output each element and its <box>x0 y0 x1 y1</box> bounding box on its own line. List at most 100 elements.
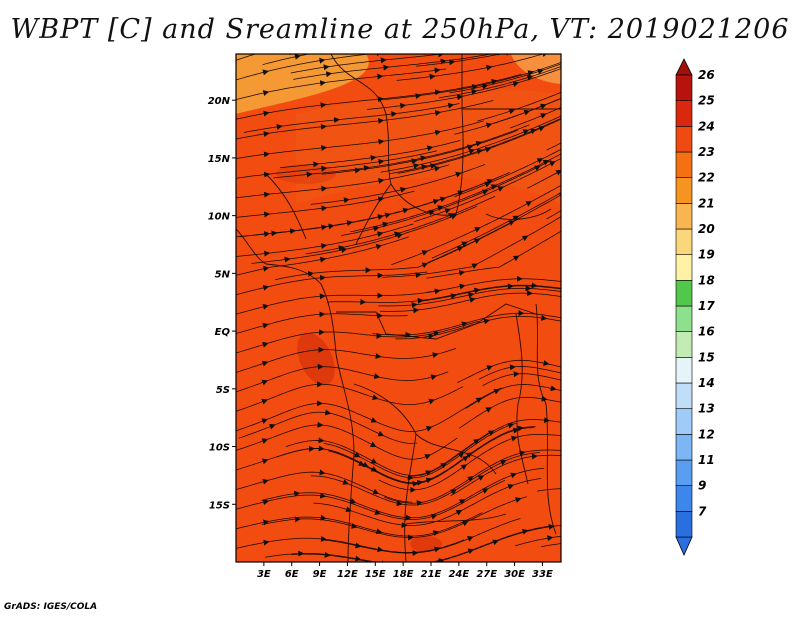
streamline-arrow <box>497 186 505 192</box>
lat-tick-label: 10N <box>208 212 231 223</box>
streamline-arrow <box>438 558 445 562</box>
streamline-arrow <box>262 69 269 76</box>
streamline-arrow <box>263 539 270 546</box>
streamline-arrow <box>475 140 483 147</box>
streamline-arrow <box>522 129 530 135</box>
streamline-arrow <box>514 497 522 503</box>
streamline-arrow <box>354 555 362 562</box>
streamline <box>457 359 561 383</box>
colorbar-band <box>675 228 693 255</box>
streamline-arrow <box>458 269 466 276</box>
streamline-arrow <box>370 458 378 464</box>
streamline <box>326 284 561 303</box>
streamline <box>289 54 294 55</box>
streamline-arrow <box>455 510 463 516</box>
streamline <box>236 512 483 537</box>
streamline-arrow <box>459 283 466 290</box>
streamline-arrow <box>490 184 498 190</box>
streamline-arrow <box>437 205 444 211</box>
streamline-arrow <box>497 54 504 56</box>
streamline-arrow <box>549 161 556 167</box>
streamline-arrow <box>475 397 483 404</box>
streamline-arrow <box>371 394 379 400</box>
streamline-arrow <box>399 186 407 193</box>
streamline-arrow <box>471 88 478 95</box>
lat-tick-label: EQ <box>215 327 231 338</box>
streamline-arrow <box>426 145 434 152</box>
streamline-arrow <box>342 479 349 485</box>
streamline-arrow <box>529 128 537 135</box>
streamline-arrow <box>261 54 269 55</box>
streamline-arrow <box>471 84 479 90</box>
colorbar-label: 21 <box>698 196 715 210</box>
lon-tick-label: 24E <box>448 569 469 580</box>
streamline-arrow <box>378 177 385 184</box>
streamline-arrow <box>510 472 517 479</box>
streamline-arrow <box>512 81 520 87</box>
streamline-arrow <box>362 461 369 468</box>
streamline <box>396 54 545 81</box>
colorbar-band <box>675 459 693 486</box>
colorbar-band <box>675 203 693 230</box>
streamline-arrow <box>450 293 457 300</box>
streamline-arrow <box>263 110 270 117</box>
streamline-arrow <box>484 181 492 188</box>
streamline-arrow <box>473 287 481 294</box>
colorbar-band <box>675 331 693 358</box>
colorbar-band <box>675 511 693 538</box>
streamline-arrow <box>434 165 441 172</box>
streamline-arrow <box>507 422 515 429</box>
lon-tick-label: 12E <box>337 569 358 580</box>
streamline-arrow <box>320 243 328 249</box>
lon-tick-label: 33E <box>532 569 553 580</box>
streamline <box>426 230 561 279</box>
streamline-arrow <box>510 435 518 442</box>
streamline-arrow <box>525 201 533 207</box>
streamline <box>236 424 458 460</box>
streamline <box>265 525 550 562</box>
streamline-arrow <box>261 379 269 386</box>
lon-tick-label: 18E <box>393 569 414 580</box>
streamline <box>427 194 561 264</box>
streamline <box>261 496 527 538</box>
streamline-arrow <box>512 215 520 222</box>
streamline-arrow <box>261 438 269 444</box>
streamline-arrow <box>543 360 550 366</box>
streamline-arrow <box>460 464 468 471</box>
streamline <box>293 54 493 80</box>
streamline-arrow <box>373 225 380 232</box>
lat-tick-label: 20N <box>208 96 231 107</box>
lon-tick-label: 27E <box>476 569 497 580</box>
border-line <box>404 433 417 562</box>
latitude-axis: 20N 15N 10N 5N EQ 5S 10S 15S <box>208 96 236 511</box>
colorbar-band <box>675 382 693 409</box>
streamline-arrow <box>481 488 489 494</box>
colorbar-band <box>675 254 693 281</box>
lon-tick-label: 6E <box>285 569 299 580</box>
streamline <box>454 148 561 198</box>
streamline-arrow <box>526 74 534 81</box>
streamline-arrow <box>432 530 440 537</box>
streamline-arrow <box>508 108 516 115</box>
colorbar-label: 19 <box>698 248 715 262</box>
streamline-arrow <box>444 208 451 214</box>
streamline-arrow <box>370 417 378 423</box>
streamline-arrow <box>462 520 469 527</box>
streamline-arrow <box>469 296 476 303</box>
colorbar-high-arrow <box>675 58 693 76</box>
streamline-arrow <box>375 243 383 250</box>
streamline <box>426 278 561 293</box>
streamline-arrow <box>421 250 429 256</box>
streamline-arrow <box>262 265 270 272</box>
streamline-arrow <box>425 426 433 432</box>
streamline-arrow <box>345 506 353 513</box>
streamline-arrow <box>538 126 545 132</box>
streamline-arrow <box>540 113 547 119</box>
streamline-arrow <box>527 70 535 76</box>
colorbar-label: 7 <box>698 504 707 518</box>
streamline-arrow <box>558 192 561 199</box>
colorbar-low-arrow <box>675 536 693 556</box>
streamline-arrow <box>396 500 403 507</box>
lat-tick-label: 10S <box>209 443 230 454</box>
streamline <box>236 383 464 412</box>
